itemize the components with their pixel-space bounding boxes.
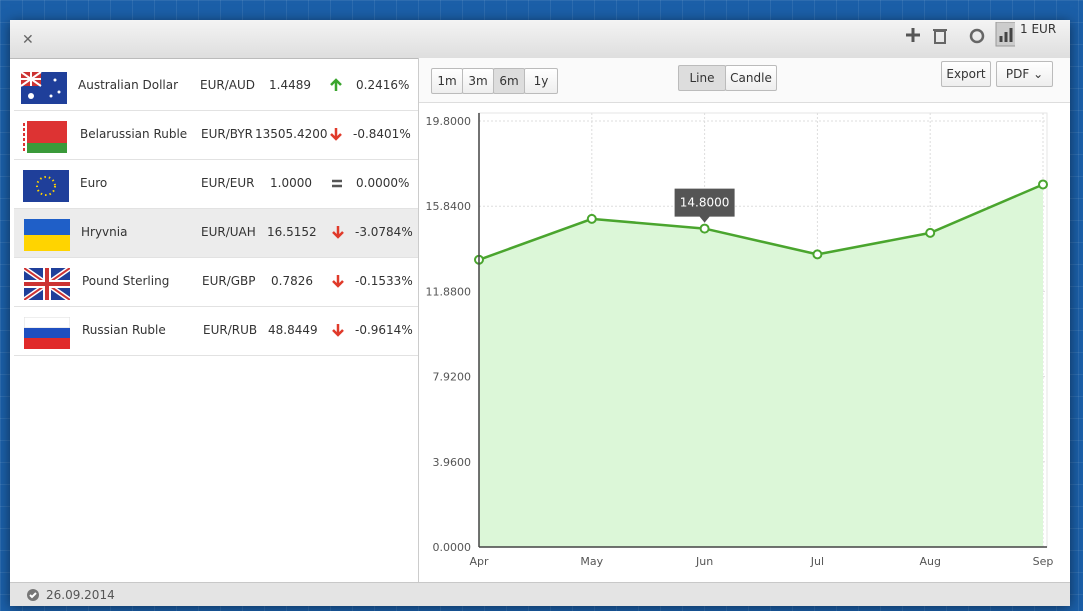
change: -0.9614% [355,323,413,337]
export-button[interactable]: Export [941,61,991,87]
point [586,213,597,224]
y-tick-label: 11.8800 [426,285,472,298]
currency-row[interactable]: Russian Ruble EUR/RUB 48.8449 -0.9614% [14,307,418,356]
chart: 0.0000 3.9600 7.9200 11.8800 15.8400 19.8000 A… [426,112,1054,568]
change: -0.1533% [355,274,413,288]
pair: EUR/BYR [201,127,253,141]
point [812,249,823,260]
currency-row[interactable]: Belarussian Ruble EUR/BYR 13505.4200 -0.… [14,111,418,160]
pair: EUR/AUD [200,78,255,92]
rate: 1.0000 [270,176,312,190]
equal-sign [332,179,342,188]
rate: 48.8449 [268,323,318,337]
currency-name: Pound Sterling [82,274,170,288]
add-icon[interactable] [906,28,920,42]
close-button[interactable]: ✕ [22,32,34,48]
currency-unit[interactable]: 1 EUR [1020,22,1057,36]
change: -0.8401% [353,127,411,141]
toolbar-icons [906,22,1015,47]
point [1038,179,1048,190]
pair: EUR/UAH [201,225,256,239]
x-tick-label: Sep [1033,555,1054,568]
currency-name: Russian Ruble [82,323,166,337]
up-arrow [330,78,342,91]
pair: EUR/EUR [201,176,255,190]
format-label: PDF [1005,67,1030,81]
currency-name: Belarussian Ruble [80,127,188,141]
title-bar: ✕ 1 EUR [10,20,1070,59]
tooltip-label: 14.8000 [680,196,730,210]
change: 0.2416% [356,78,410,92]
point [925,227,936,238]
down-arrow [332,226,344,239]
change: 0.0000% [356,176,410,190]
flag [24,219,70,251]
down-arrow [330,128,342,141]
rate: 13505.4200 [255,127,328,141]
pair: EUR/RUB [203,323,258,337]
x-tick-label: Apr [469,555,489,568]
currency-row[interactable]: Australian Dollar EUR/AUD 1.4489 0.2416% [14,62,418,111]
rate: 16.5152 [267,225,317,239]
flag [24,268,70,300]
y-tick-label: 7.9200 [433,371,472,384]
tooltip [674,188,735,223]
status-icon [27,589,39,601]
currency-name: Australian Dollar [78,78,179,92]
currency-row[interactable]: Hryvnia EUR/UAH 16.5152 -3.0784% [14,209,418,258]
rate: 1.4489 [269,78,311,92]
flag [23,170,69,202]
flag [21,72,67,104]
down-arrow [332,275,344,288]
chart-toolbar: 1m 3m 6m 1y Line Candle Export PDF ⌄ [419,58,1070,103]
x-tick-label: Jun [695,555,713,568]
x-tick-label: Jul [810,555,824,568]
area [479,184,1043,547]
currency-name: Euro [80,176,108,190]
change: -3.0784% [355,225,413,239]
y-tick-label: 15.8400 [426,200,472,213]
y-tick-label: 0.0000 [433,541,472,554]
view-button[interactable]: Candle [725,65,777,91]
currency-name: Hryvnia [81,225,128,239]
range-button[interactable]: 1m [431,68,463,94]
divider [418,58,419,582]
refresh-icon[interactable] [969,28,985,44]
currency-row[interactable]: Pound Sterling EUR/GBP 0.7826 -0.1533% [14,258,418,307]
flag [24,317,70,349]
pair: EUR/GBP [202,274,256,288]
x-tick-label: Aug [919,555,940,568]
flag [21,121,67,153]
y-tick-label: 19.8000 [426,115,472,128]
rate: 0.7826 [271,274,313,288]
range-button[interactable]: 1y [524,68,558,94]
format-select[interactable]: PDF ⌄ [996,61,1053,87]
down-arrow [332,324,344,337]
status-bar: 26.09.2014 [10,582,1070,606]
range-button[interactable]: 6m [493,68,525,94]
point [699,223,710,234]
status-date: 26.09.2014 [46,588,115,602]
y-tick-label: 3.9600 [433,456,472,469]
line [478,183,1044,261]
x-tick-label: May [580,555,603,568]
currency-row[interactable]: Euro EUR/EUR 1.0000 0.0000% [14,160,418,209]
